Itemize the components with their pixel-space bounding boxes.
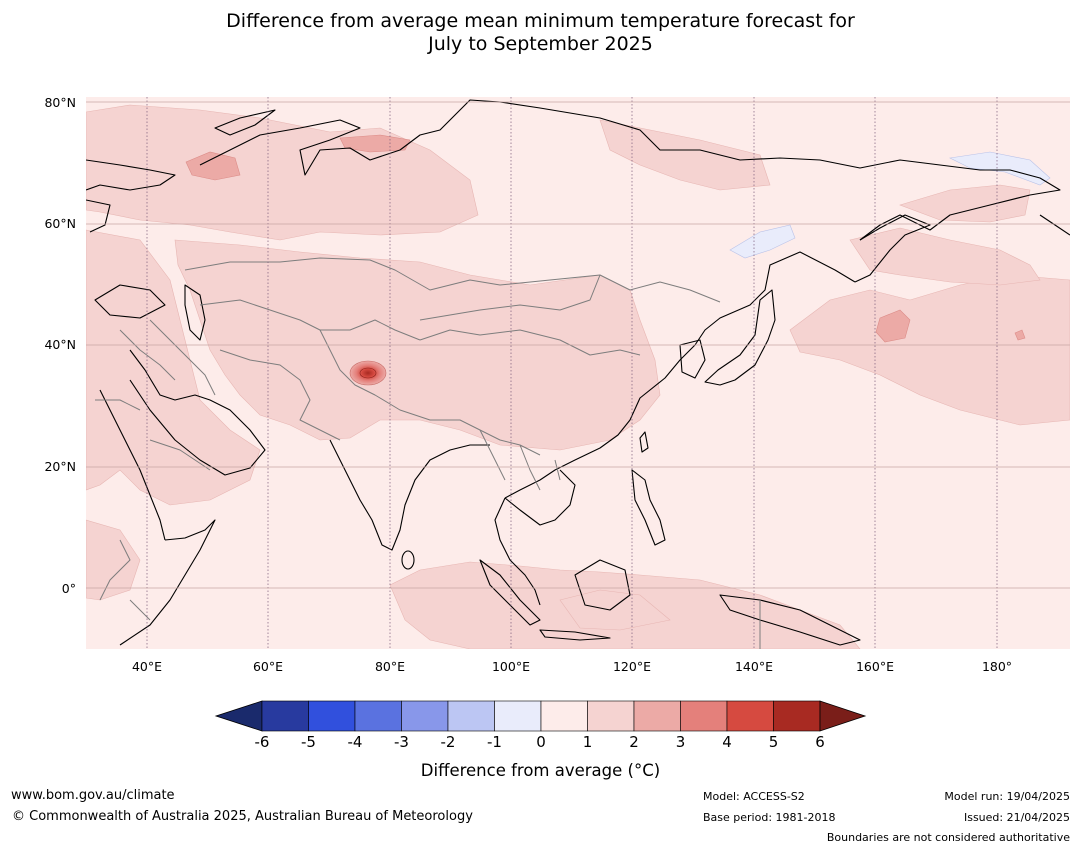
colorbar-segment xyxy=(680,700,728,732)
anomaly-2-3-regions xyxy=(185,134,1026,343)
colorbar-segment xyxy=(773,700,821,732)
colorbar-segment xyxy=(308,700,356,732)
colorbar-tick-label: 4 xyxy=(722,733,732,751)
colorbar-high-extend xyxy=(819,700,867,732)
base-period-text: Base period: 1981-2018 xyxy=(703,811,836,824)
lat-label-60n: 60°N xyxy=(44,216,76,231)
disclaimer-text: Boundaries are not considered authoritat… xyxy=(826,831,1070,844)
lat-label-40n: 40°N xyxy=(44,337,76,352)
lat-label-80n: 80°N xyxy=(44,95,76,110)
lon-label-100e: 100°E xyxy=(491,659,530,674)
website-link[interactable]: www.bom.gov.au/climate xyxy=(11,788,175,803)
colorbar-tick-label: -5 xyxy=(301,733,316,751)
colorbar-tick-label: -6 xyxy=(254,733,270,751)
colorbar-tick-label: -2 xyxy=(440,733,456,751)
colorbar-label: Difference from average (°C) xyxy=(420,761,661,780)
colorbar-segment xyxy=(494,700,542,732)
lon-label-160e: 160°E xyxy=(855,659,894,674)
lon-label-180: 180° xyxy=(981,659,1013,674)
colorbar-segment xyxy=(401,700,449,732)
colorbar-low-extend xyxy=(214,700,263,732)
colorbar-segment xyxy=(540,700,588,732)
colorbar-tick-label: 6 xyxy=(815,733,825,751)
colorbar-tick-label: 1 xyxy=(582,733,593,751)
copyright-text: © Commonwealth of Australia 2025, Austra… xyxy=(12,809,473,824)
model-run-text: Model run: 19/04/2025 xyxy=(944,790,1070,803)
model-text: Model: ACCESS-S2 xyxy=(703,790,805,803)
title-line-1: Difference from average mean minimum tem… xyxy=(226,10,855,32)
latitude-lines xyxy=(86,101,1070,589)
country-borders xyxy=(95,257,761,649)
colorbar-tick-label: -4 xyxy=(347,733,363,751)
issued-text: Issued: 21/04/2025 xyxy=(963,811,1070,824)
lon-label-60e: 60°E xyxy=(252,659,284,674)
colorbar-tick-label: -3 xyxy=(394,733,409,751)
forecast-map xyxy=(86,97,1070,649)
colorbar-tick-label: 3 xyxy=(675,733,686,751)
title-line-2: July to September 2025 xyxy=(428,33,653,55)
graticule xyxy=(146,97,998,649)
colorbar-segment xyxy=(726,700,774,732)
lon-label-40e: 40°E xyxy=(131,659,163,674)
colorbar-segment xyxy=(587,700,635,732)
colorbar-tick-label: 0 xyxy=(536,733,546,751)
lat-label-20n: 20°N xyxy=(44,459,76,474)
lon-label-140e: 140°E xyxy=(734,659,773,674)
colorbar-segment xyxy=(633,700,681,732)
lon-label-120e: 120°E xyxy=(612,659,651,674)
colorbar-segment xyxy=(447,700,495,732)
colorbar-segment xyxy=(354,700,402,732)
colorbar xyxy=(214,700,867,732)
colorbar-tick-label: 2 xyxy=(629,733,639,751)
colorbar-segment xyxy=(261,700,309,732)
chart-title: Difference from average mean minimum tem… xyxy=(0,10,1081,56)
coastlines xyxy=(86,99,1070,646)
lat-label-equator: 0° xyxy=(61,581,76,596)
anomaly-hotspot xyxy=(349,360,387,386)
lon-label-80e: 80°E xyxy=(374,659,406,674)
colorbar-tick-label: -1 xyxy=(487,733,502,751)
colorbar-tick-label: 5 xyxy=(768,733,779,751)
